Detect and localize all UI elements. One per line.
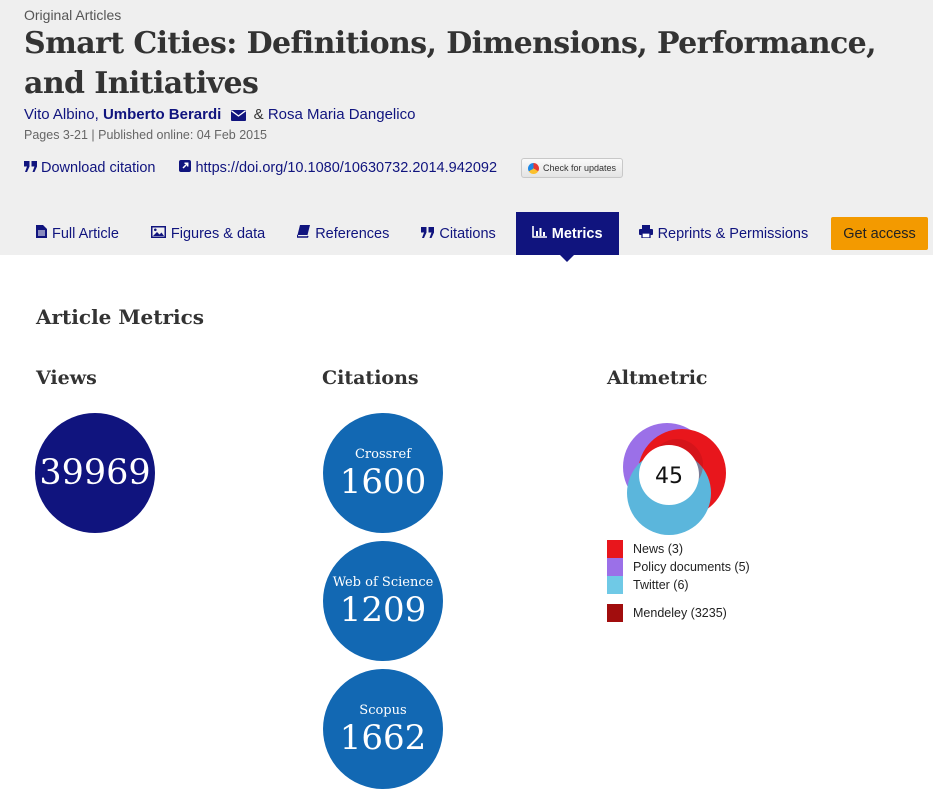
altmetric-legend: News (3) Policy documents (5) Twitter (6… xyxy=(607,540,750,622)
quote-icon xyxy=(421,226,439,242)
legend-swatch xyxy=(607,540,623,558)
legend-swatch xyxy=(607,558,623,576)
tab-label: Figures & data xyxy=(170,225,266,242)
tab-label: Metrics xyxy=(551,225,603,242)
citation-circle-web-of-science[interactable]: Web of Science 1209 xyxy=(323,541,443,661)
article-title: Smart Cities: Definitions, Dimensions, P… xyxy=(24,26,877,101)
author-link[interactable]: Rosa Maria Dangelico xyxy=(267,106,416,123)
citation-source: Web of Science xyxy=(332,575,434,590)
check-for-updates-button[interactable]: Check for updates xyxy=(521,158,624,178)
altmetric-donut-badge[interactable]: 45 xyxy=(607,413,731,537)
tab-citations[interactable]: Citations xyxy=(409,212,507,255)
get-access-button[interactable]: Get access xyxy=(831,217,928,250)
author-link-corresponding[interactable]: Umberto Berardi xyxy=(102,106,222,123)
citation-circle-crossref[interactable]: Crossref 1600 xyxy=(323,413,443,533)
author-link[interactable]: Vito Albino, xyxy=(24,106,99,123)
doi-label: https://doi.org/10.1080/10630732.2014.94… xyxy=(195,160,498,176)
quote-icon xyxy=(24,160,41,176)
envelope-icon[interactable] xyxy=(231,108,247,125)
article-links: Download citation https://doi.org/10.108… xyxy=(24,158,624,178)
citation-count: 1662 xyxy=(339,718,427,758)
author-list: Vito Albino, Umberto Berardi & Rosa Mari… xyxy=(24,106,415,125)
donut-center xyxy=(639,445,699,505)
views-heading: Views xyxy=(36,367,97,389)
citation-source: Scopus xyxy=(359,703,407,718)
tab-references[interactable]: References xyxy=(285,212,401,255)
bar-chart-icon xyxy=(531,225,552,242)
metrics-heading: Article Metrics xyxy=(36,305,205,329)
image-icon xyxy=(150,225,171,242)
legend-label: Mendeley (3235) xyxy=(633,606,727,620)
views-count: 39969 xyxy=(39,453,151,493)
download-citation-link[interactable]: Download citation xyxy=(24,160,155,176)
altmetric-donut: 45 xyxy=(623,423,726,535)
author-separator: & xyxy=(253,106,264,123)
tab-label: Reprints & Permissions xyxy=(657,225,809,242)
tab-reprints-permissions[interactable]: Reprints & Permissions xyxy=(627,212,821,255)
tab-full-article[interactable]: Full Article xyxy=(24,212,131,255)
legend-swatch xyxy=(607,604,623,622)
article-tabs: Full Article Figures & data References C… xyxy=(24,212,828,262)
legend-swatch xyxy=(607,576,623,594)
tab-label: References xyxy=(315,225,390,242)
crossmark-icon xyxy=(528,162,540,174)
legend-item-policy: Policy documents (5) xyxy=(607,558,750,576)
legend-item-news: News (3) xyxy=(607,540,750,558)
citation-circle-scopus[interactable]: Scopus 1662 xyxy=(323,669,443,789)
tab-label: Full Article xyxy=(52,225,119,242)
tab-metrics[interactable]: Metrics xyxy=(515,212,619,262)
legend-item-mendeley: Mendeley (3235) xyxy=(607,604,750,622)
print-icon xyxy=(638,225,658,242)
legend-label: Twitter (6) xyxy=(633,578,689,592)
external-link-icon xyxy=(179,160,195,176)
doi-link[interactable]: https://doi.org/10.1080/10630732.2014.94… xyxy=(179,160,497,176)
book-icon xyxy=(296,225,315,242)
legend-label: Policy documents (5) xyxy=(633,560,750,574)
tab-label: Citations xyxy=(439,225,496,242)
altmetric-score: 45 xyxy=(655,464,683,489)
article-type: Original Articles xyxy=(24,7,122,23)
tab-figures-data[interactable]: Figures & data xyxy=(139,212,277,255)
legend-item-twitter: Twitter (6) xyxy=(607,576,750,594)
citations-heading: Citations xyxy=(322,367,419,389)
views-count-circle: 39969 xyxy=(35,413,155,533)
citation-count: 1600 xyxy=(339,462,427,502)
article-header: Original Articles Smart Cities: Definiti… xyxy=(0,0,933,262)
download-citation-label: Download citation xyxy=(41,160,156,176)
publication-info: Pages 3-21 | Published online: 04 Feb 20… xyxy=(24,128,268,142)
legend-label: News (3) xyxy=(633,542,684,556)
document-icon xyxy=(36,225,52,242)
altmetric-heading: Altmetric xyxy=(607,367,708,389)
check-for-updates-label: Check for updates xyxy=(543,163,617,173)
citation-count: 1209 xyxy=(339,590,427,630)
citation-source: Crossref xyxy=(354,447,412,462)
